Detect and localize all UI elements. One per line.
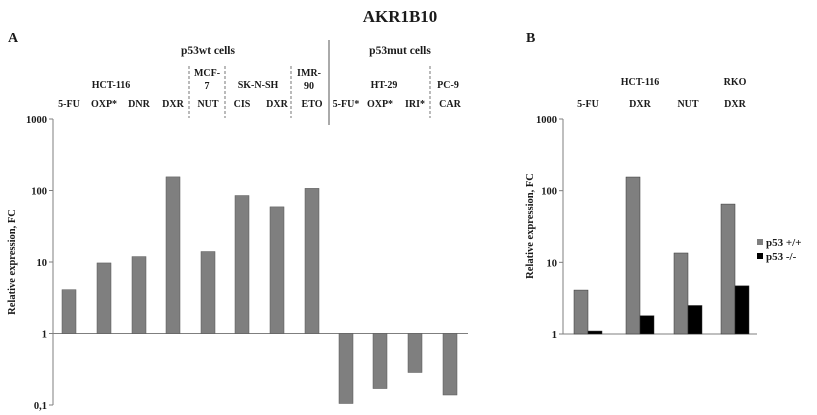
category-label-a-9: 5-FU*: [333, 99, 360, 110]
legend: p53 +/+ p53 -/-: [757, 237, 801, 263]
cell-line-sknsh: SK-N-SH: [238, 80, 279, 91]
panel-b-ytick-label: 1: [552, 330, 557, 341]
bar-a-2: [96, 262, 112, 334]
legend-swatch-wt: [757, 239, 763, 245]
panel-a-ytick-label: 100: [31, 187, 47, 198]
panel-b-ytick-label: 10: [547, 258, 558, 269]
category-label-a-5: NUT: [197, 99, 218, 110]
bar-a-8: [304, 188, 320, 334]
bar-b-1-ko: [587, 330, 603, 335]
panel-b-chart: B HCT-116 RKO Relative expression, FC 1 1…: [525, 31, 801, 341]
category-label-b-2: DXR: [629, 99, 651, 110]
category-label-a-7: DXR: [266, 99, 288, 110]
category-label-b-4: DXR: [724, 99, 746, 110]
cell-line-hct116: HCT-116: [92, 80, 131, 91]
bar-a-10: [372, 333, 388, 389]
legend-label-wt: p53 +/+: [766, 237, 801, 249]
category-label-a-10: OXP*: [367, 99, 393, 110]
panel-a-ylabel: Relative expression, FC: [7, 209, 18, 315]
panel-a-ytick-label: 0,1: [34, 401, 47, 412]
cell-line-b-rko: RKO: [724, 77, 747, 88]
cell-line-mcf7-line2: 7: [205, 81, 210, 92]
panel-b-ylabel: Relative expression, FC: [525, 173, 536, 279]
panel-b-ytick-label: 1000: [536, 115, 557, 126]
bar-a-11: [407, 333, 423, 373]
category-label-a-3: DNR: [128, 99, 150, 110]
cell-line-pc9: PC-9: [437, 80, 459, 91]
bar-b-4-wt: [720, 203, 736, 335]
panel-b-ytick-label: 100: [541, 187, 557, 198]
bar-b-3-ko: [687, 305, 703, 335]
bar-a-9: [338, 333, 354, 404]
category-label-a-1: 5-FU: [58, 99, 80, 110]
bar-b-4-ko: [734, 285, 750, 335]
bar-b-2-wt: [625, 176, 641, 335]
panel-a-label: A: [8, 31, 19, 46]
panel-a-chart: A p53wt cells p53mut cells HCT-116 MCF- …: [7, 31, 468, 412]
panel-a-ytick-label: 1000: [26, 115, 47, 126]
category-label-a-4: DXR: [162, 99, 184, 110]
cell-line-imr90-line1: IMR-: [297, 68, 321, 79]
cell-line-mcf7-line1: MCF-: [194, 68, 220, 79]
group-label-p53mut: p53mut cells: [369, 45, 431, 57]
bar-b-1-wt: [573, 289, 589, 335]
category-label-b-1: 5-FU: [577, 99, 599, 110]
bar-a-1: [61, 289, 77, 334]
category-label-a-2: OXP*: [91, 99, 117, 110]
bar-a-3: [131, 256, 147, 334]
bar-a-12: [442, 333, 458, 396]
category-label-a-12: CAR: [439, 99, 461, 110]
category-label-b-3: NUT: [677, 99, 698, 110]
bar-b-3-wt: [673, 252, 689, 335]
bar-a-4: [165, 176, 181, 334]
category-label-a-6: CIS: [234, 99, 251, 110]
figure-title: AKR1B10: [363, 7, 438, 26]
bar-b-2-ko: [639, 315, 655, 335]
panel-b-label: B: [526, 31, 535, 46]
bar-a-7: [269, 206, 285, 334]
cell-line-imr90-line2: 90: [304, 81, 314, 92]
category-label-a-11: IRI*: [405, 99, 425, 110]
bar-a-5: [200, 251, 216, 334]
group-label-p53wt: p53wt cells: [181, 45, 236, 57]
legend-label-ko: p53 -/-: [766, 251, 797, 263]
category-label-a-8: ETO: [302, 99, 323, 110]
panel-a-ytick-label: 10: [37, 258, 48, 269]
panel-a-ytick-label: 1: [42, 330, 47, 341]
bar-a-6: [234, 195, 250, 334]
cell-line-b-hct116: HCT-116: [621, 77, 660, 88]
legend-swatch-ko: [757, 253, 763, 259]
cell-line-ht29: HT-29: [371, 80, 398, 91]
